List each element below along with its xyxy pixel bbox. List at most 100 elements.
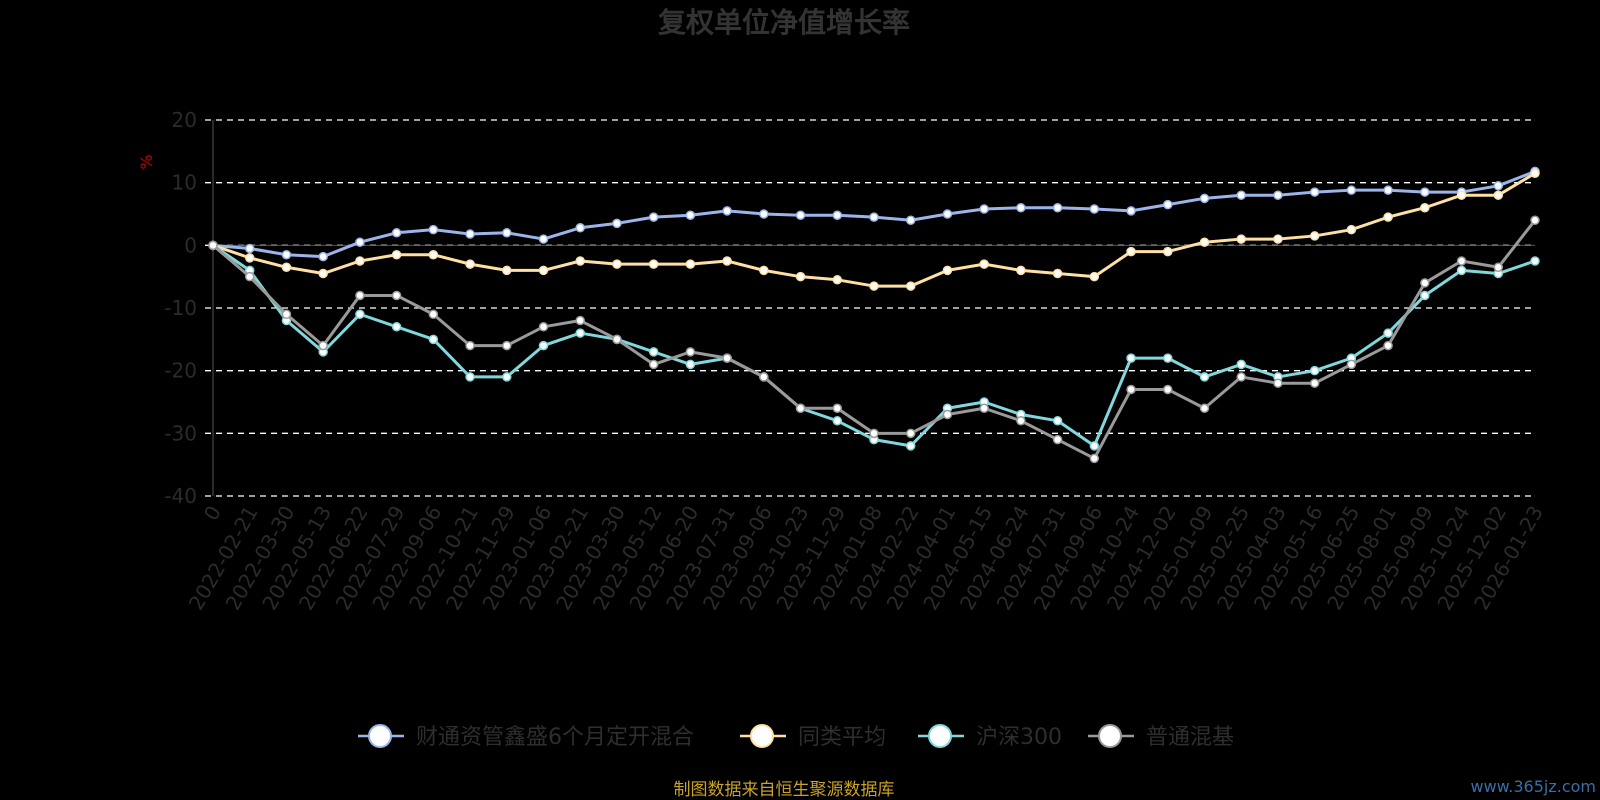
data-point — [538, 234, 549, 244]
data-point — [1199, 372, 1210, 382]
data-point — [465, 372, 475, 382]
data-point — [1309, 187, 1320, 197]
data-point — [1126, 206, 1136, 216]
data-point — [1236, 372, 1246, 382]
data-point — [832, 275, 843, 285]
data-point — [1126, 353, 1136, 363]
data-point — [1052, 268, 1063, 279]
data-point — [612, 259, 622, 269]
data-point — [612, 334, 622, 345]
data-point — [759, 209, 769, 219]
data-point — [612, 218, 622, 229]
data-point — [1420, 202, 1430, 213]
data-point — [1016, 202, 1026, 213]
data-point — [1346, 224, 1357, 235]
data-point — [832, 210, 843, 221]
legend-item[interactable]: 财通资管鑫盛6个月定开混合 — [358, 724, 694, 750]
data-point — [759, 372, 769, 382]
data-point — [1016, 416, 1026, 426]
data-point — [648, 212, 659, 222]
data-point — [281, 309, 292, 320]
x-axis-ticks: 02022-02-212022-03-302022-05-132022-06-2… — [184, 501, 1548, 614]
data-point — [575, 256, 585, 266]
data-point — [428, 334, 439, 345]
data-point — [318, 340, 328, 351]
data-point — [1199, 193, 1210, 204]
data-point — [428, 309, 439, 320]
data-point — [942, 265, 953, 276]
data-point — [979, 403, 989, 414]
legend-marker — [1098, 724, 1122, 748]
data-point — [1309, 231, 1320, 241]
data-point — [1530, 215, 1540, 226]
legend-marker — [928, 724, 952, 748]
data-point — [1456, 265, 1467, 276]
data-point — [832, 403, 843, 414]
data-point — [795, 210, 806, 221]
data-point — [1199, 237, 1210, 247]
data-point — [648, 259, 659, 269]
data-point — [685, 210, 696, 221]
data-point — [1163, 246, 1173, 257]
data-point — [759, 265, 769, 276]
data-point — [1420, 278, 1430, 288]
data-point — [465, 340, 475, 351]
data-point — [1383, 212, 1393, 222]
data-point — [1089, 204, 1100, 214]
data-point — [722, 206, 732, 216]
data-point — [942, 409, 953, 420]
data-point — [1309, 365, 1320, 376]
legend: 财通资管鑫盛6个月定开混合 同类平均 沪深300 普通混基 — [358, 724, 1234, 750]
y-tick-label: -10 — [164, 296, 197, 320]
legend-item[interactable]: 沪深300 — [918, 724, 1062, 750]
data-point — [244, 253, 255, 263]
data-point — [391, 290, 402, 301]
data-point — [391, 322, 402, 332]
data-point — [1273, 234, 1283, 244]
data-point — [355, 256, 365, 266]
data-point — [1456, 256, 1467, 266]
data-point — [391, 228, 402, 238]
data-point — [1530, 256, 1540, 266]
series-group — [208, 166, 1540, 464]
data-point — [1346, 185, 1357, 195]
y-axis-label: % — [137, 154, 156, 169]
data-point — [465, 259, 475, 269]
data-point — [1236, 234, 1246, 244]
data-point — [979, 259, 989, 269]
data-point — [502, 265, 512, 276]
legend-label: 财通资管鑫盛6个月定开混合 — [416, 725, 694, 750]
data-point — [1052, 434, 1063, 445]
data-point — [575, 328, 585, 338]
data-point — [722, 353, 732, 363]
data-point — [869, 428, 879, 439]
data-point — [1420, 187, 1430, 197]
legend-marker — [750, 724, 774, 748]
data-point — [538, 265, 549, 276]
data-point — [355, 237, 365, 247]
data-point — [905, 281, 916, 291]
data-point — [391, 249, 402, 260]
data-point — [318, 251, 328, 262]
data-point — [1236, 359, 1246, 370]
data-point — [648, 347, 659, 357]
data-point — [1383, 328, 1393, 338]
data-point — [795, 403, 806, 414]
legend-item[interactable]: 普通混基 — [1088, 724, 1234, 750]
data-point — [502, 340, 512, 351]
data-point — [905, 215, 916, 226]
legend-label: 同类平均 — [798, 725, 886, 750]
data-point — [1126, 246, 1136, 257]
legend-item[interactable]: 同类平均 — [740, 724, 886, 750]
y-tick-label: -30 — [164, 421, 197, 445]
data-point — [1493, 181, 1504, 191]
data-point — [869, 212, 879, 222]
data-point — [575, 315, 585, 326]
grid-lines — [205, 119, 1535, 497]
legend-label: 普通混基 — [1146, 725, 1234, 750]
y-tick-label: -20 — [164, 359, 197, 383]
chart-title: 复权单位净值增长率 — [658, 6, 910, 39]
data-point — [1383, 185, 1393, 195]
data-point — [502, 372, 512, 382]
